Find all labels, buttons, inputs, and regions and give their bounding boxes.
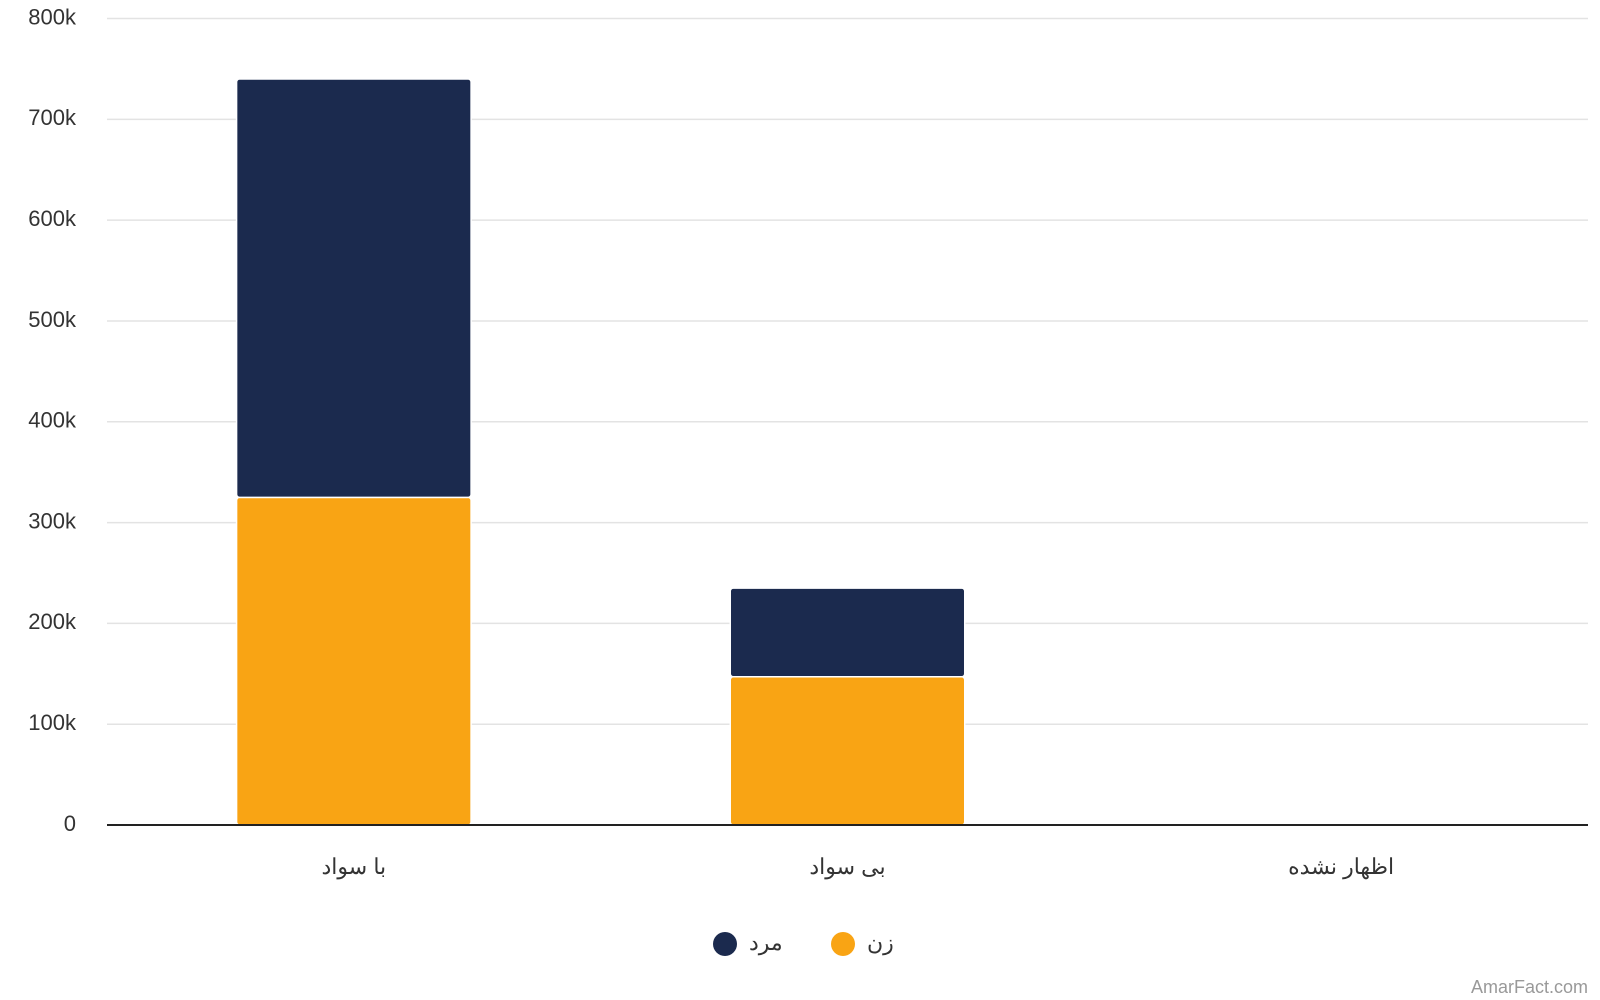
bar-segment (235, 78, 472, 499)
legend-marker (713, 932, 737, 956)
y-tick-label: 0 (64, 811, 76, 836)
y-tick-label: 800k (28, 4, 77, 29)
y-tick-label: 500k (28, 307, 77, 332)
legend-marker (831, 932, 855, 956)
y-tick-label: 600k (28, 206, 77, 231)
bar-segment (729, 587, 966, 678)
x-tick-label: اظهار نشده (1288, 854, 1394, 880)
bar-segment (235, 496, 472, 826)
x-tick-label: بی سواد (809, 854, 885, 880)
legend-label: مرد (749, 930, 783, 956)
bar-segment (729, 676, 966, 826)
source: AmarFact.com (1471, 977, 1588, 997)
y-tick-label: 300k (28, 508, 77, 533)
y-tick-label: 400k (28, 408, 77, 433)
x-tick-label: با سواد (322, 854, 387, 880)
y-tick-label: 100k (28, 710, 77, 735)
legend-label: زن (867, 930, 894, 956)
y-tick-label: 200k (28, 609, 77, 634)
y-tick-label: 700k (28, 105, 77, 130)
